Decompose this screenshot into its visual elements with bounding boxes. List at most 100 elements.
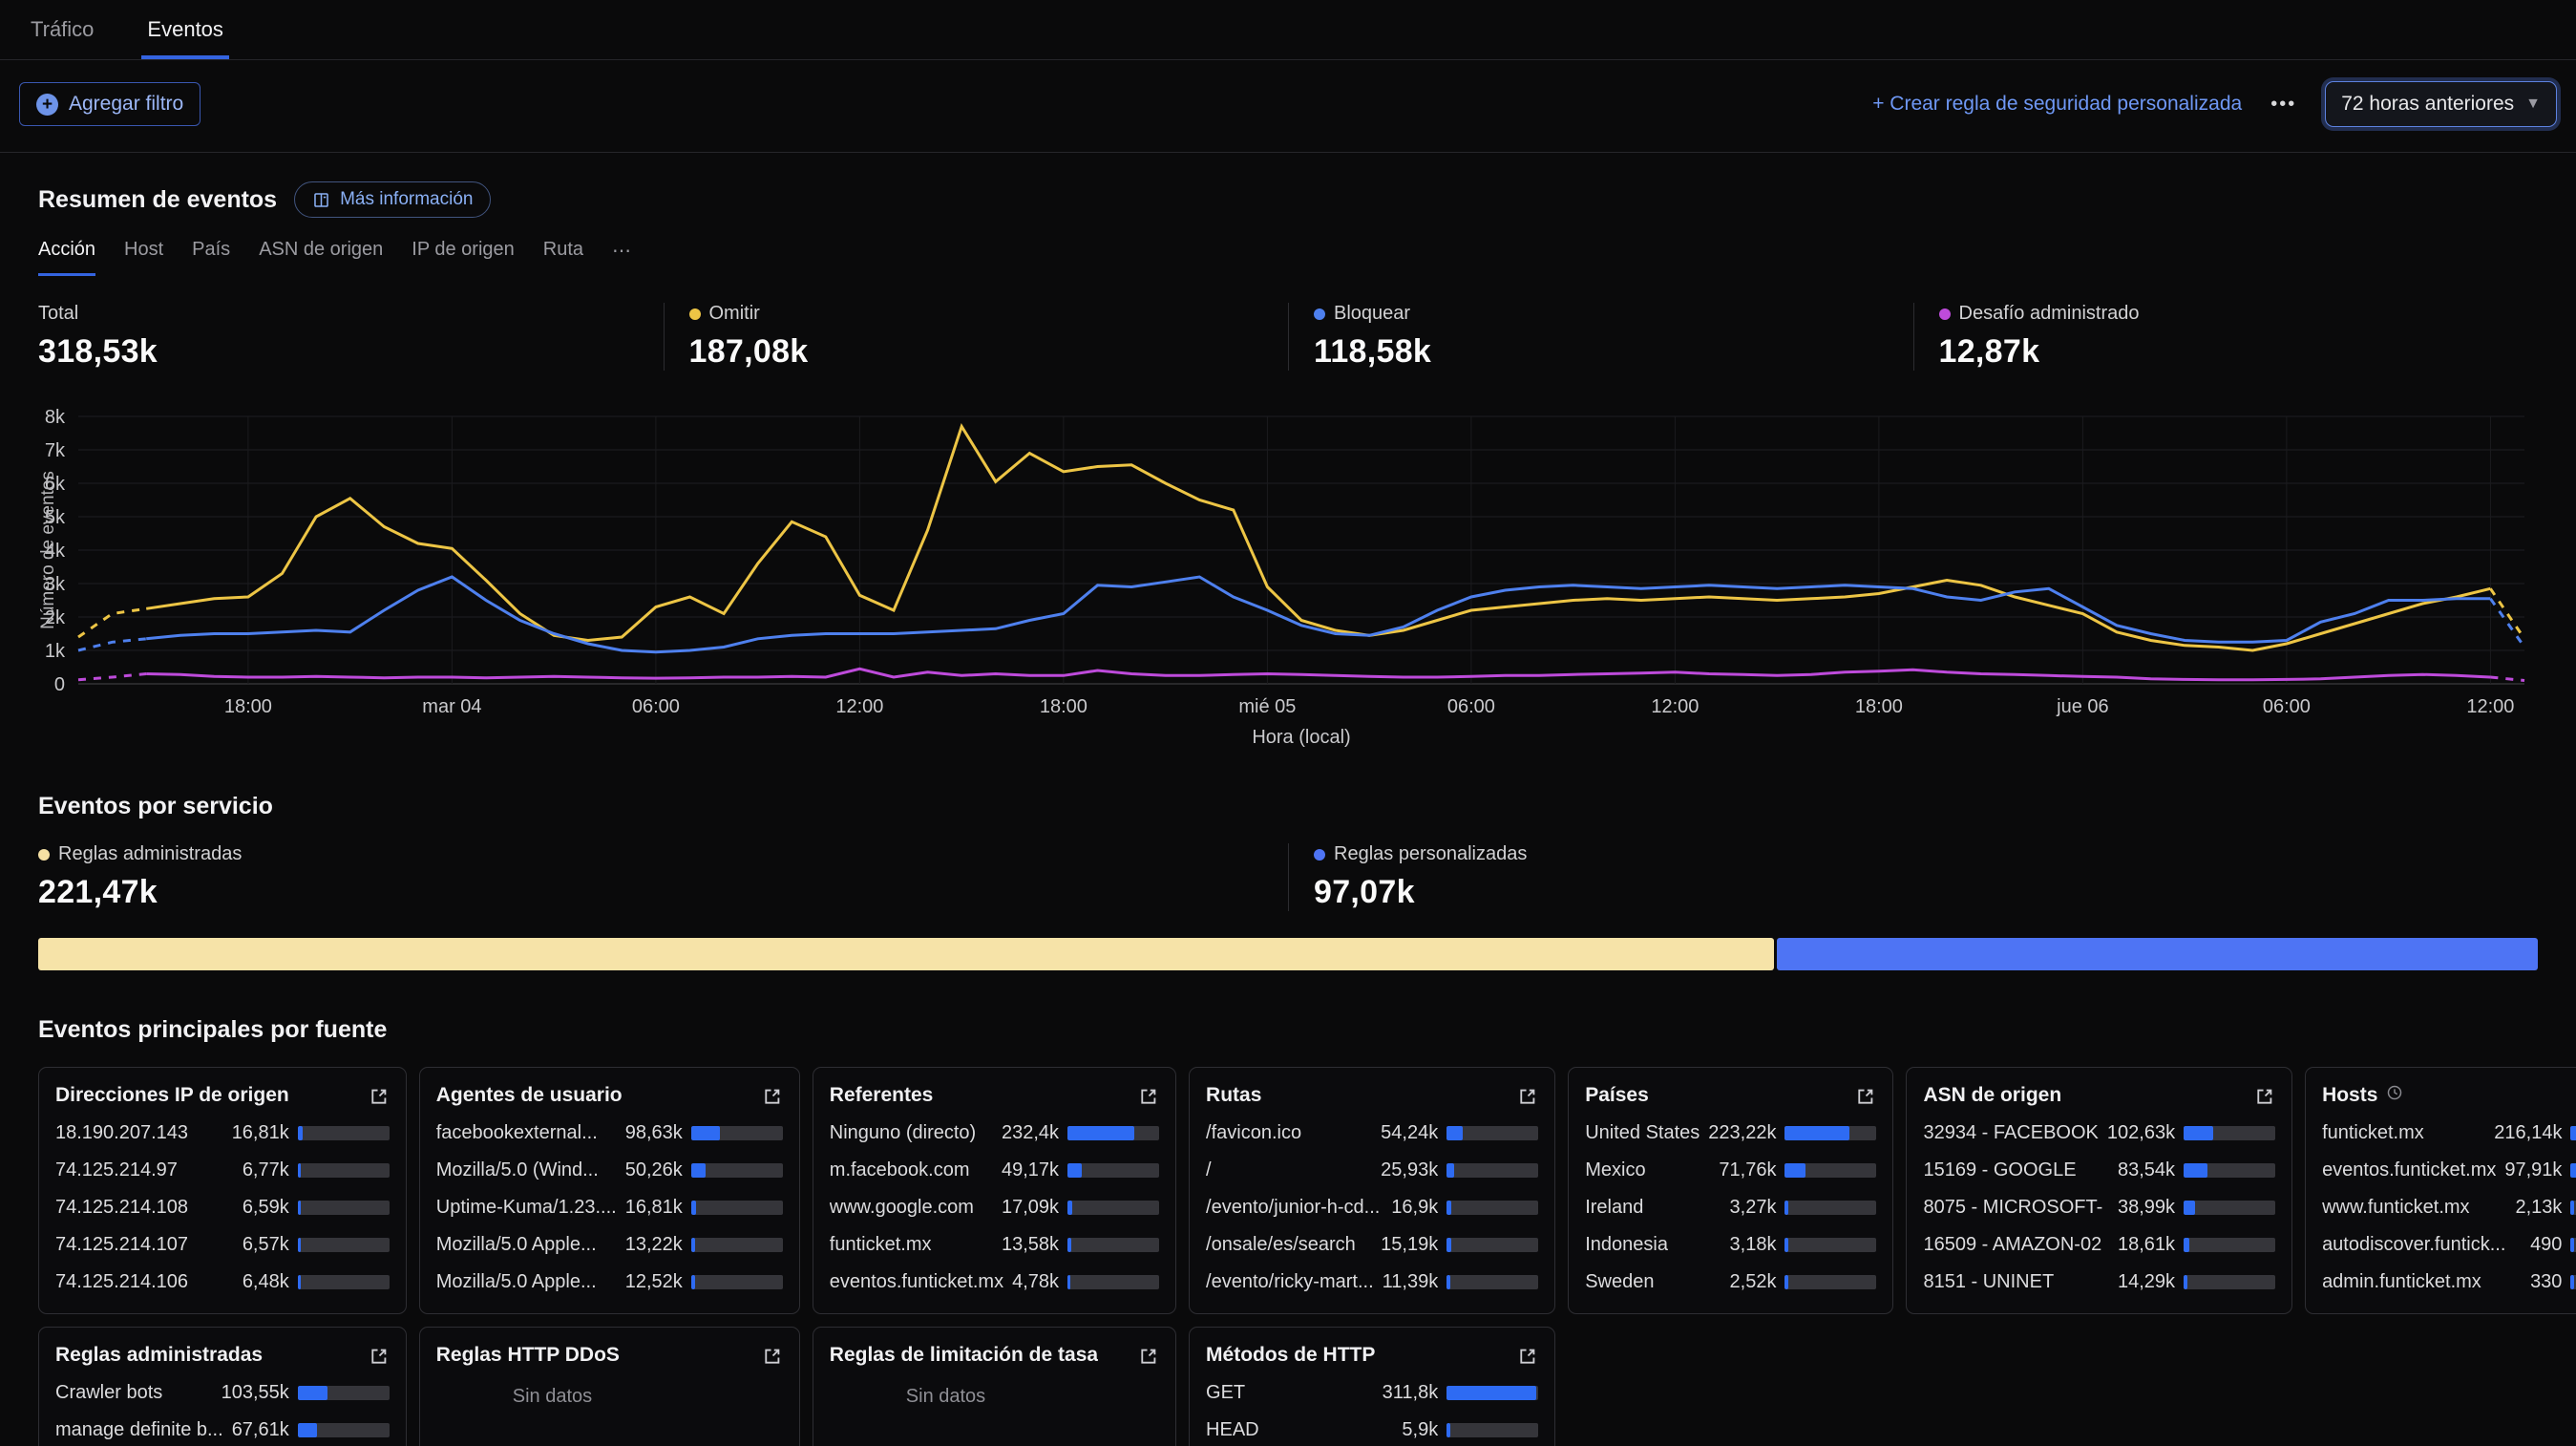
card-data-row: 15169 - GOOGLE 83,54k — [1923, 1159, 2276, 1181]
expand-icon[interactable] — [1518, 1086, 1538, 1106]
create-security-rule-link[interactable]: + Crear regla de seguridad personalizada — [1872, 93, 2243, 115]
svg-text:18:00: 18:00 — [1040, 696, 1087, 717]
beta-clock-icon — [2386, 1084, 2403, 1107]
row-value: 3,27k — [1729, 1197, 1777, 1218]
row-bar — [1784, 1238, 1877, 1252]
card-reglas-http-ddos: Reglas HTTP DDoS Sin datos — [418, 1327, 800, 1446]
svg-text:3k: 3k — [45, 574, 66, 595]
row-label: 74.125.214.108 — [55, 1197, 189, 1218]
row-label: Mozilla/5.0 Apple... — [435, 1234, 597, 1255]
more-options-button[interactable]: ••• — [2270, 93, 2297, 115]
card-data-row: Mexico 71,76k — [1585, 1159, 1877, 1181]
card-data-row: 74.125.214.107 6,57k — [55, 1234, 390, 1256]
row-bar — [690, 1201, 783, 1215]
row-bar — [1067, 1275, 1160, 1289]
row-value: 17,09k — [1001, 1197, 1060, 1218]
dimension-tab[interactable]: ⋯ — [612, 241, 632, 262]
card-title: Agentes de usuario — [435, 1084, 623, 1106]
expand-icon[interactable] — [1518, 1346, 1538, 1366]
dimension-tab[interactable]: Acción — [38, 239, 96, 276]
card-title: Hosts — [2322, 1084, 2378, 1106]
card-rutas: Rutas/favicon.ico 54,24k / 25,93k/evento/ju… — [1189, 1067, 1556, 1314]
svg-text:Número de eventos: Número de eventos — [38, 471, 58, 629]
card-data-row: 16509 - AMAZON-02 18,61k — [1923, 1234, 2276, 1256]
row-label: Ireland — [1585, 1197, 1644, 1218]
time-range-select[interactable]: 72 horas anteriores ▼ — [2325, 81, 2557, 127]
tab-eventos[interactable]: Eventos — [141, 0, 229, 59]
row-value: 50,26k — [624, 1159, 683, 1180]
summary-title: Resumen de eventos — [38, 185, 278, 213]
row-label: facebookexternal... — [435, 1122, 598, 1143]
row-label: 32934 - FACEBOOK — [1923, 1122, 2099, 1143]
add-filter-button[interactable]: + Agregar filtro — [19, 82, 201, 126]
expand-icon[interactable] — [1856, 1086, 1876, 1106]
card-asn-de-origen: ASN de origen 32934 - FACEBOOK 102,63k 1516… — [1906, 1067, 2293, 1314]
card-data-row: eventos.funticket.mx 4,78k — [830, 1271, 1160, 1293]
top-events-section: Eventos principales por fuente Direccion… — [0, 1016, 2576, 1446]
svg-text:06:00: 06:00 — [632, 696, 680, 717]
card-data-row: 32934 - FACEBOOK 102,63k — [1923, 1122, 2276, 1144]
card-data-row: www.google.com 17,09k — [830, 1197, 1160, 1219]
row-bar — [2184, 1163, 2276, 1178]
no-data-label: Sin datos — [905, 1386, 986, 1407]
row-bar — [1446, 1423, 1539, 1437]
row-bar — [690, 1163, 783, 1178]
svg-text:2k: 2k — [45, 607, 66, 628]
svg-text:jue 06: jue 06 — [2056, 696, 2109, 717]
expand-icon[interactable] — [763, 1086, 783, 1106]
row-value: 223,22k — [1708, 1122, 1777, 1143]
expand-icon[interactable] — [1139, 1086, 1159, 1106]
svg-text:12:00: 12:00 — [835, 696, 883, 717]
row-label: /evento/junior-h-cd... — [1206, 1197, 1381, 1218]
row-bar — [1446, 1386, 1539, 1400]
expand-icon[interactable] — [2255, 1086, 2275, 1106]
row-label: Crawler bots — [55, 1382, 163, 1403]
more-info-button[interactable]: Más información — [294, 181, 492, 218]
row-bar — [690, 1126, 783, 1140]
svg-text:6k: 6k — [45, 474, 66, 495]
expand-icon[interactable] — [1139, 1346, 1159, 1366]
card-data-row: Crawler bots 103,55k — [55, 1382, 390, 1404]
row-value: 16,9k — [1391, 1197, 1439, 1218]
dimension-tab[interactable]: Host — [124, 239, 164, 260]
dimension-tab[interactable]: ASN de origen — [259, 239, 384, 260]
stat-value: 12,87k — [1938, 333, 2040, 370]
top-events-title: Eventos principales por fuente — [38, 1016, 388, 1043]
svg-text:7k: 7k — [45, 440, 66, 461]
row-label: /onsale/es/search — [1206, 1234, 1356, 1255]
events-time-chart[interactable]: 0 1k 2k 3k 4k 5k 6k 7k 8k 18:00 mar 04 06:00 12:00 18… — [38, 401, 2538, 753]
expand-icon[interactable] — [370, 1086, 390, 1106]
tab-tráfico[interactable]: Tráfico — [31, 17, 95, 41]
row-value: 6,57k — [242, 1234, 289, 1255]
row-value: 11,39k — [1382, 1271, 1439, 1292]
row-value: 490 — [2530, 1234, 2563, 1255]
expand-icon[interactable] — [370, 1346, 390, 1366]
expand-icon[interactable] — [763, 1346, 783, 1366]
row-bar — [1784, 1275, 1877, 1289]
card-direcciones-ip-de-origen: Direcciones IP de origen 18.190.207.143 16… — [38, 1067, 407, 1314]
dimension-tab[interactable]: IP de origen — [412, 239, 515, 260]
row-label: Indonesia — [1585, 1234, 1668, 1255]
row-bar — [1446, 1275, 1539, 1289]
stacked-bar-segment — [38, 938, 1775, 970]
row-label: autodiscover.funtick... — [2322, 1234, 2506, 1255]
dimension-tab[interactable]: País — [192, 239, 231, 260]
stat-value: 318,53k — [38, 333, 158, 370]
svg-text:12:00: 12:00 — [2466, 696, 2514, 717]
row-bar — [2570, 1201, 2576, 1215]
row-value: 18,61k — [2118, 1234, 2176, 1255]
legend-dot-icon — [1938, 308, 1951, 320]
card-reglas-administradas: Reglas administradas Crawler bots 103,55k m… — [38, 1327, 407, 1446]
card-data-row: www.funticket.mx 2,13k — [2322, 1197, 2576, 1219]
dimension-tab[interactable]: Ruta — [542, 239, 584, 260]
row-label: 15169 - GOOGLE — [1923, 1159, 2077, 1180]
card-title: Referentes — [829, 1084, 934, 1106]
legend-dot-icon — [38, 848, 50, 861]
row-value: 311,8k — [1382, 1382, 1439, 1403]
card-title: Rutas — [1206, 1084, 1262, 1106]
row-label: GET — [1206, 1382, 1246, 1403]
card-data-row: /evento/junior-h-cd... 16,9k — [1206, 1197, 1539, 1219]
svg-text:Hora (local): Hora (local) — [1252, 727, 1350, 747]
card-title: Países — [1585, 1084, 1649, 1106]
row-bar — [297, 1238, 390, 1252]
